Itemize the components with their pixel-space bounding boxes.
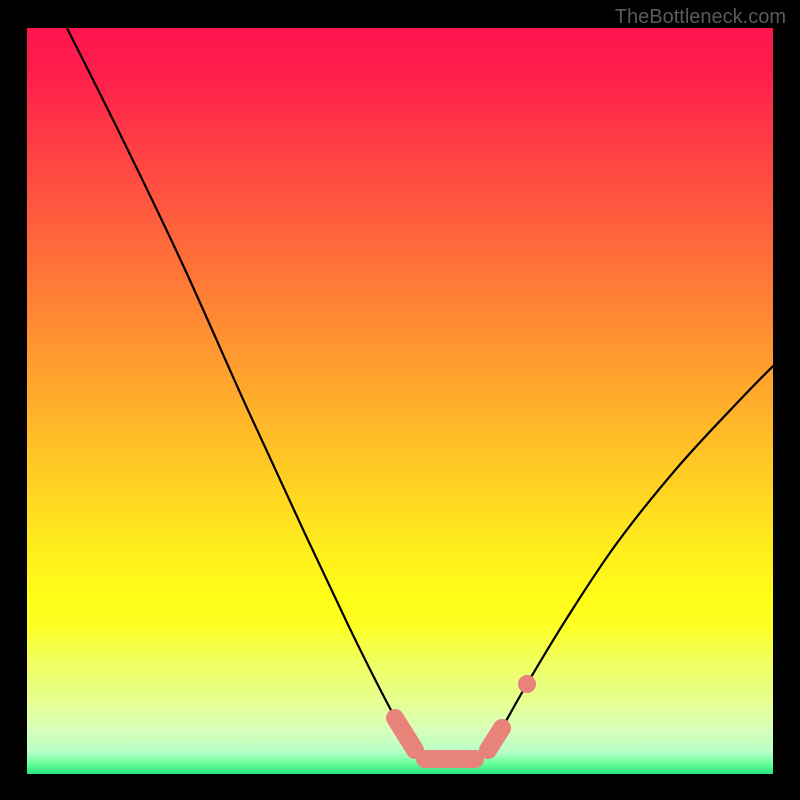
watermark-text: TheBottleneck.com [615, 6, 786, 29]
chart-plot-area [27, 28, 773, 774]
chart-svg [27, 28, 773, 774]
marker-capsule-2 [488, 728, 502, 750]
marker-dot-3 [518, 675, 536, 693]
chart-background [27, 28, 773, 774]
